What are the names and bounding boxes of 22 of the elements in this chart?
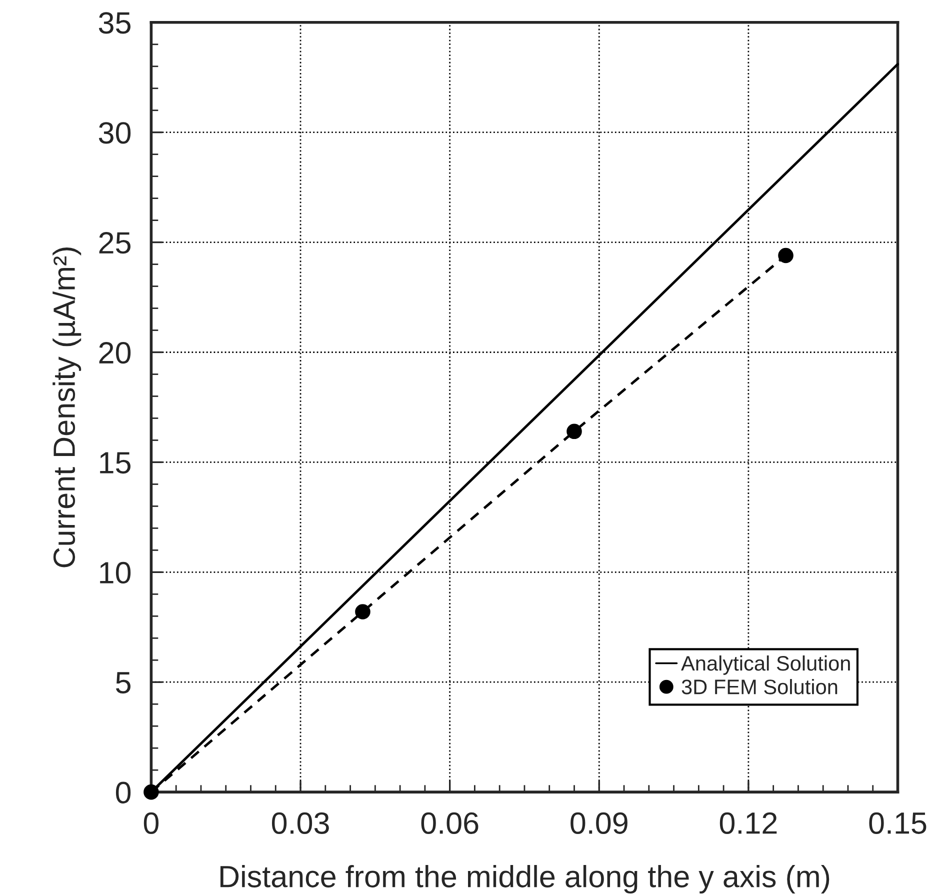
y-tick-label: 0 — [116, 782, 131, 804]
legend-label: Analytical Solution — [681, 655, 850, 675]
x-tick-label: 0.06 — [421, 812, 478, 834]
y-tick-label: 25 — [99, 232, 130, 254]
point — [144, 784, 159, 800]
x-axis-title: Distance from the middle along the y axis (m) — [220, 865, 830, 894]
y-axis-title: Current Density (µA/m²) — [52, 248, 82, 568]
x-tick-label: 0.15 — [869, 812, 926, 834]
x-tick-label: 0 — [144, 812, 158, 834]
y-tick-label: 35 — [98, 12, 130, 34]
y-tick-label: 5 — [116, 672, 130, 694]
y-tick-label: 20 — [99, 342, 131, 364]
legend-label: 3D FEM Solution — [682, 679, 838, 694]
x-tick-label: 0.12 — [720, 812, 777, 834]
point — [566, 424, 582, 440]
x-tick-label: 0.09 — [570, 812, 628, 834]
point — [355, 604, 370, 620]
x-tick-label: 0.03 — [272, 812, 329, 834]
y-tick-label: 10 — [100, 562, 131, 584]
y-tick-label: 15 — [100, 452, 130, 474]
point — [778, 248, 794, 264]
y-tick-label: 30 — [98, 122, 131, 144]
